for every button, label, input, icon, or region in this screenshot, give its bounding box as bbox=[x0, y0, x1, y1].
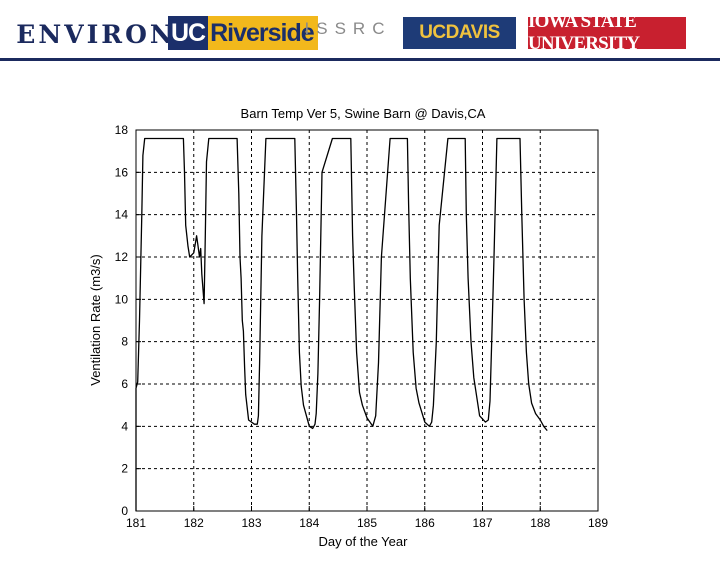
y-tick-label: 8 bbox=[121, 335, 128, 349]
y-tick-label: 6 bbox=[121, 377, 128, 391]
uc-riverside-logo: UC Riverside bbox=[168, 16, 318, 50]
uc-riverside-logo-uc: UC bbox=[168, 16, 209, 50]
issrc-logo: ISSRC bbox=[304, 19, 392, 38]
x-tick-label: 189 bbox=[588, 516, 608, 530]
chart-title: Barn Temp Ver 5, Swine Barn @ Davis,CA bbox=[241, 106, 486, 121]
environ-logo: ENVIRON bbox=[16, 19, 176, 49]
y-tick-label: 0 bbox=[121, 504, 128, 518]
x-tick-label: 188 bbox=[530, 516, 550, 530]
ventilation-rate-series-line bbox=[135, 137, 548, 511]
logo-bar: ENVIRON UC Riverside ISSRC UCDAVIS IOWA … bbox=[0, 0, 720, 70]
header-rule bbox=[0, 58, 720, 61]
series-layer bbox=[135, 137, 548, 511]
uc-riverside-logo-name: Riverside bbox=[208, 16, 318, 50]
x-axis-label: Day of the Year bbox=[319, 534, 409, 549]
y-tick-label: 10 bbox=[115, 292, 129, 306]
plot-area-frame bbox=[135, 129, 599, 512]
x-tick-label: 187 bbox=[472, 516, 492, 530]
tick-layer: 181 182 183 184 185 186 187 188 189 0 2 4 6 8 10 12 14 16… bbox=[115, 123, 609, 530]
y-tick-label: 12 bbox=[115, 250, 129, 264]
y-tick-label: 18 bbox=[115, 123, 129, 137]
uc-davis-logo: UCDAVIS bbox=[403, 17, 516, 49]
y-tick-label: 14 bbox=[115, 208, 129, 222]
y-tick-label: 16 bbox=[115, 165, 129, 179]
x-tick-label: 184 bbox=[299, 516, 319, 530]
x-tick-label: 185 bbox=[357, 516, 377, 530]
y-tick-label: 2 bbox=[121, 462, 128, 476]
y-axis-label: Ventilation Rate (m3/s) bbox=[88, 254, 103, 386]
x-tick-label: 182 bbox=[184, 516, 204, 530]
x-tick-label: 183 bbox=[241, 516, 261, 530]
x-tick-label: 186 bbox=[415, 516, 435, 530]
grid-layer bbox=[136, 130, 598, 511]
x-tick-label: 181 bbox=[126, 516, 146, 530]
iowa-state-logo: IOWA STATE UNIVERSITY bbox=[528, 11, 686, 54]
y-tick-label: 4 bbox=[121, 419, 128, 433]
